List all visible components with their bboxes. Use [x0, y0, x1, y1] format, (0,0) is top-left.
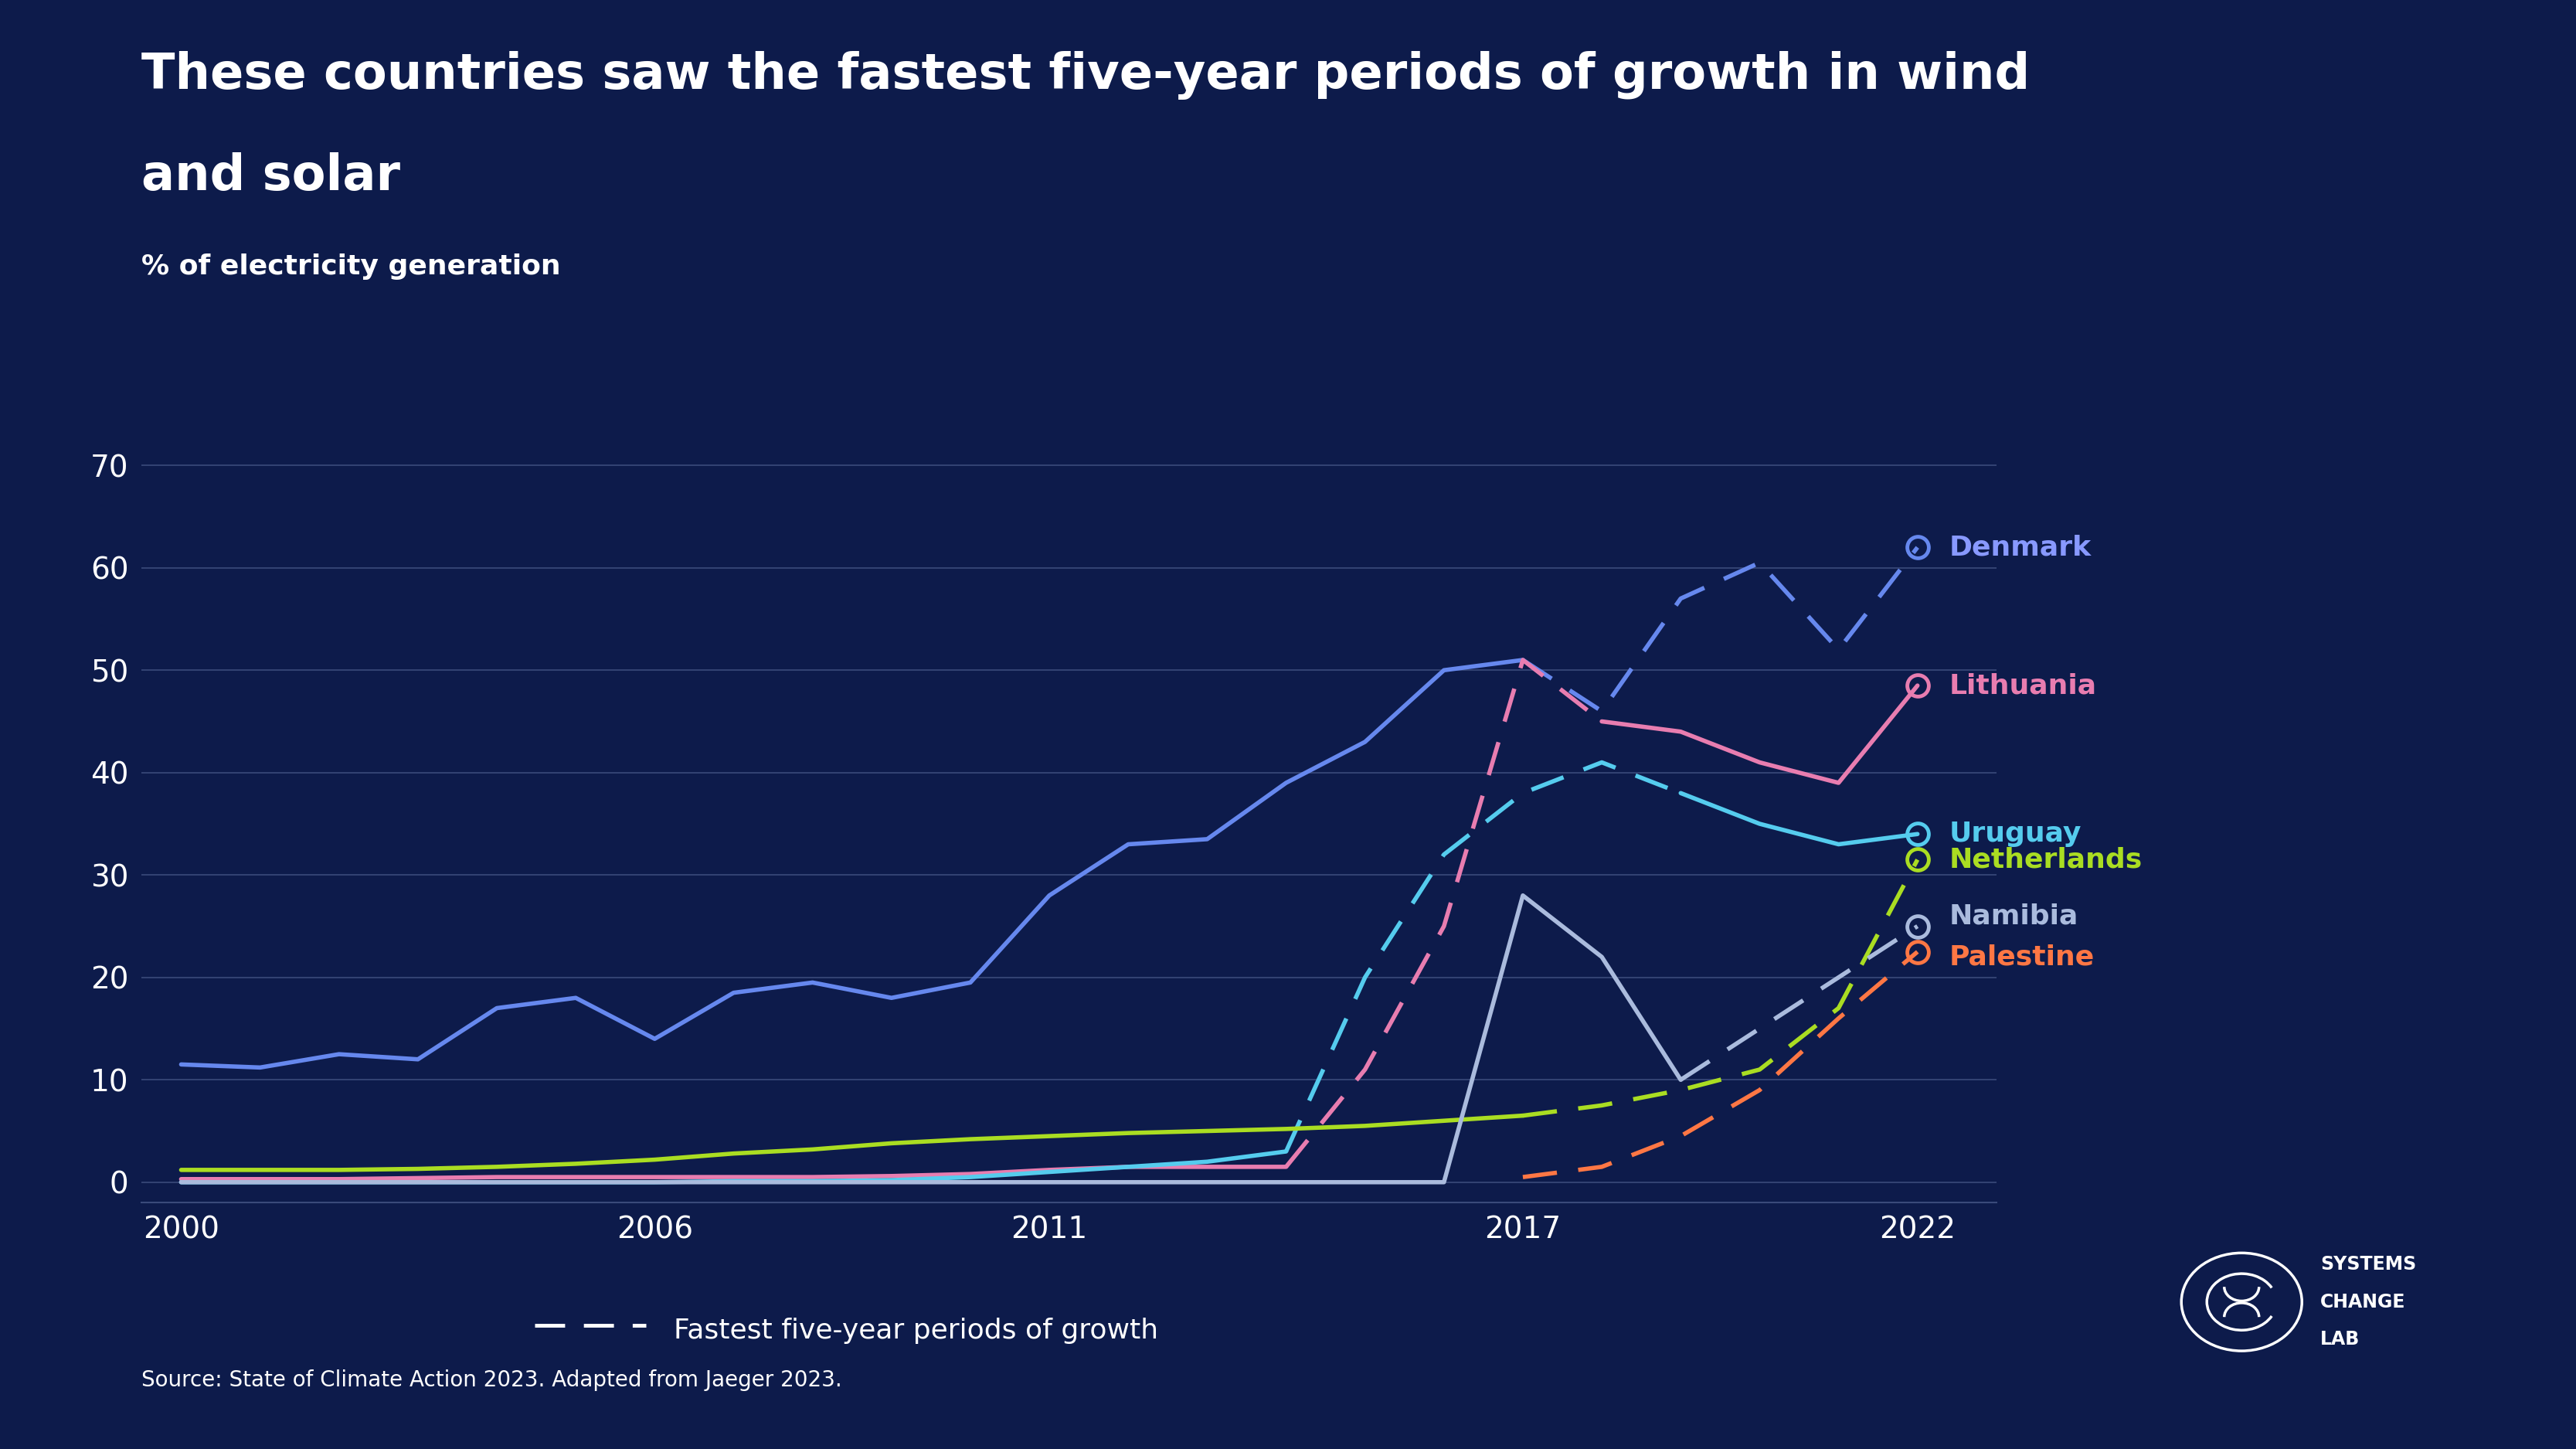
Text: CHANGE: CHANGE	[2321, 1293, 2406, 1311]
Legend: Fastest five-year periods of growth: Fastest five-year periods of growth	[523, 1301, 1170, 1358]
Text: Namibia: Namibia	[1950, 903, 2079, 929]
Text: Denmark: Denmark	[1950, 535, 2092, 561]
Text: Palestine: Palestine	[1950, 943, 2094, 969]
Text: and solar: and solar	[142, 152, 399, 200]
Text: SYSTEMS: SYSTEMS	[2321, 1255, 2416, 1274]
Text: Source: State of Climate Action 2023. Adapted from Jaeger 2023.: Source: State of Climate Action 2023. Ad…	[142, 1369, 842, 1391]
Text: % of electricity generation: % of electricity generation	[142, 254, 562, 280]
Text: LAB: LAB	[2321, 1330, 2360, 1349]
Text: Netherlands: Netherlands	[1950, 846, 2143, 872]
Text: Uruguay: Uruguay	[1950, 822, 2081, 848]
Text: Lithuania: Lithuania	[1950, 672, 2097, 698]
Text: These countries saw the fastest five-year periods of growth in wind: These countries saw the fastest five-yea…	[142, 51, 2030, 100]
